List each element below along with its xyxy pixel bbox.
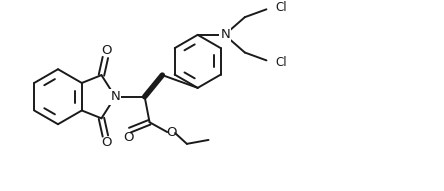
Text: O: O bbox=[124, 131, 134, 144]
Text: N: N bbox=[110, 90, 120, 103]
Text: O: O bbox=[166, 125, 176, 139]
Text: Cl: Cl bbox=[275, 1, 287, 14]
Text: Cl: Cl bbox=[275, 56, 287, 69]
Text: N: N bbox=[220, 28, 230, 41]
Text: O: O bbox=[101, 44, 111, 57]
Text: O: O bbox=[101, 136, 111, 149]
